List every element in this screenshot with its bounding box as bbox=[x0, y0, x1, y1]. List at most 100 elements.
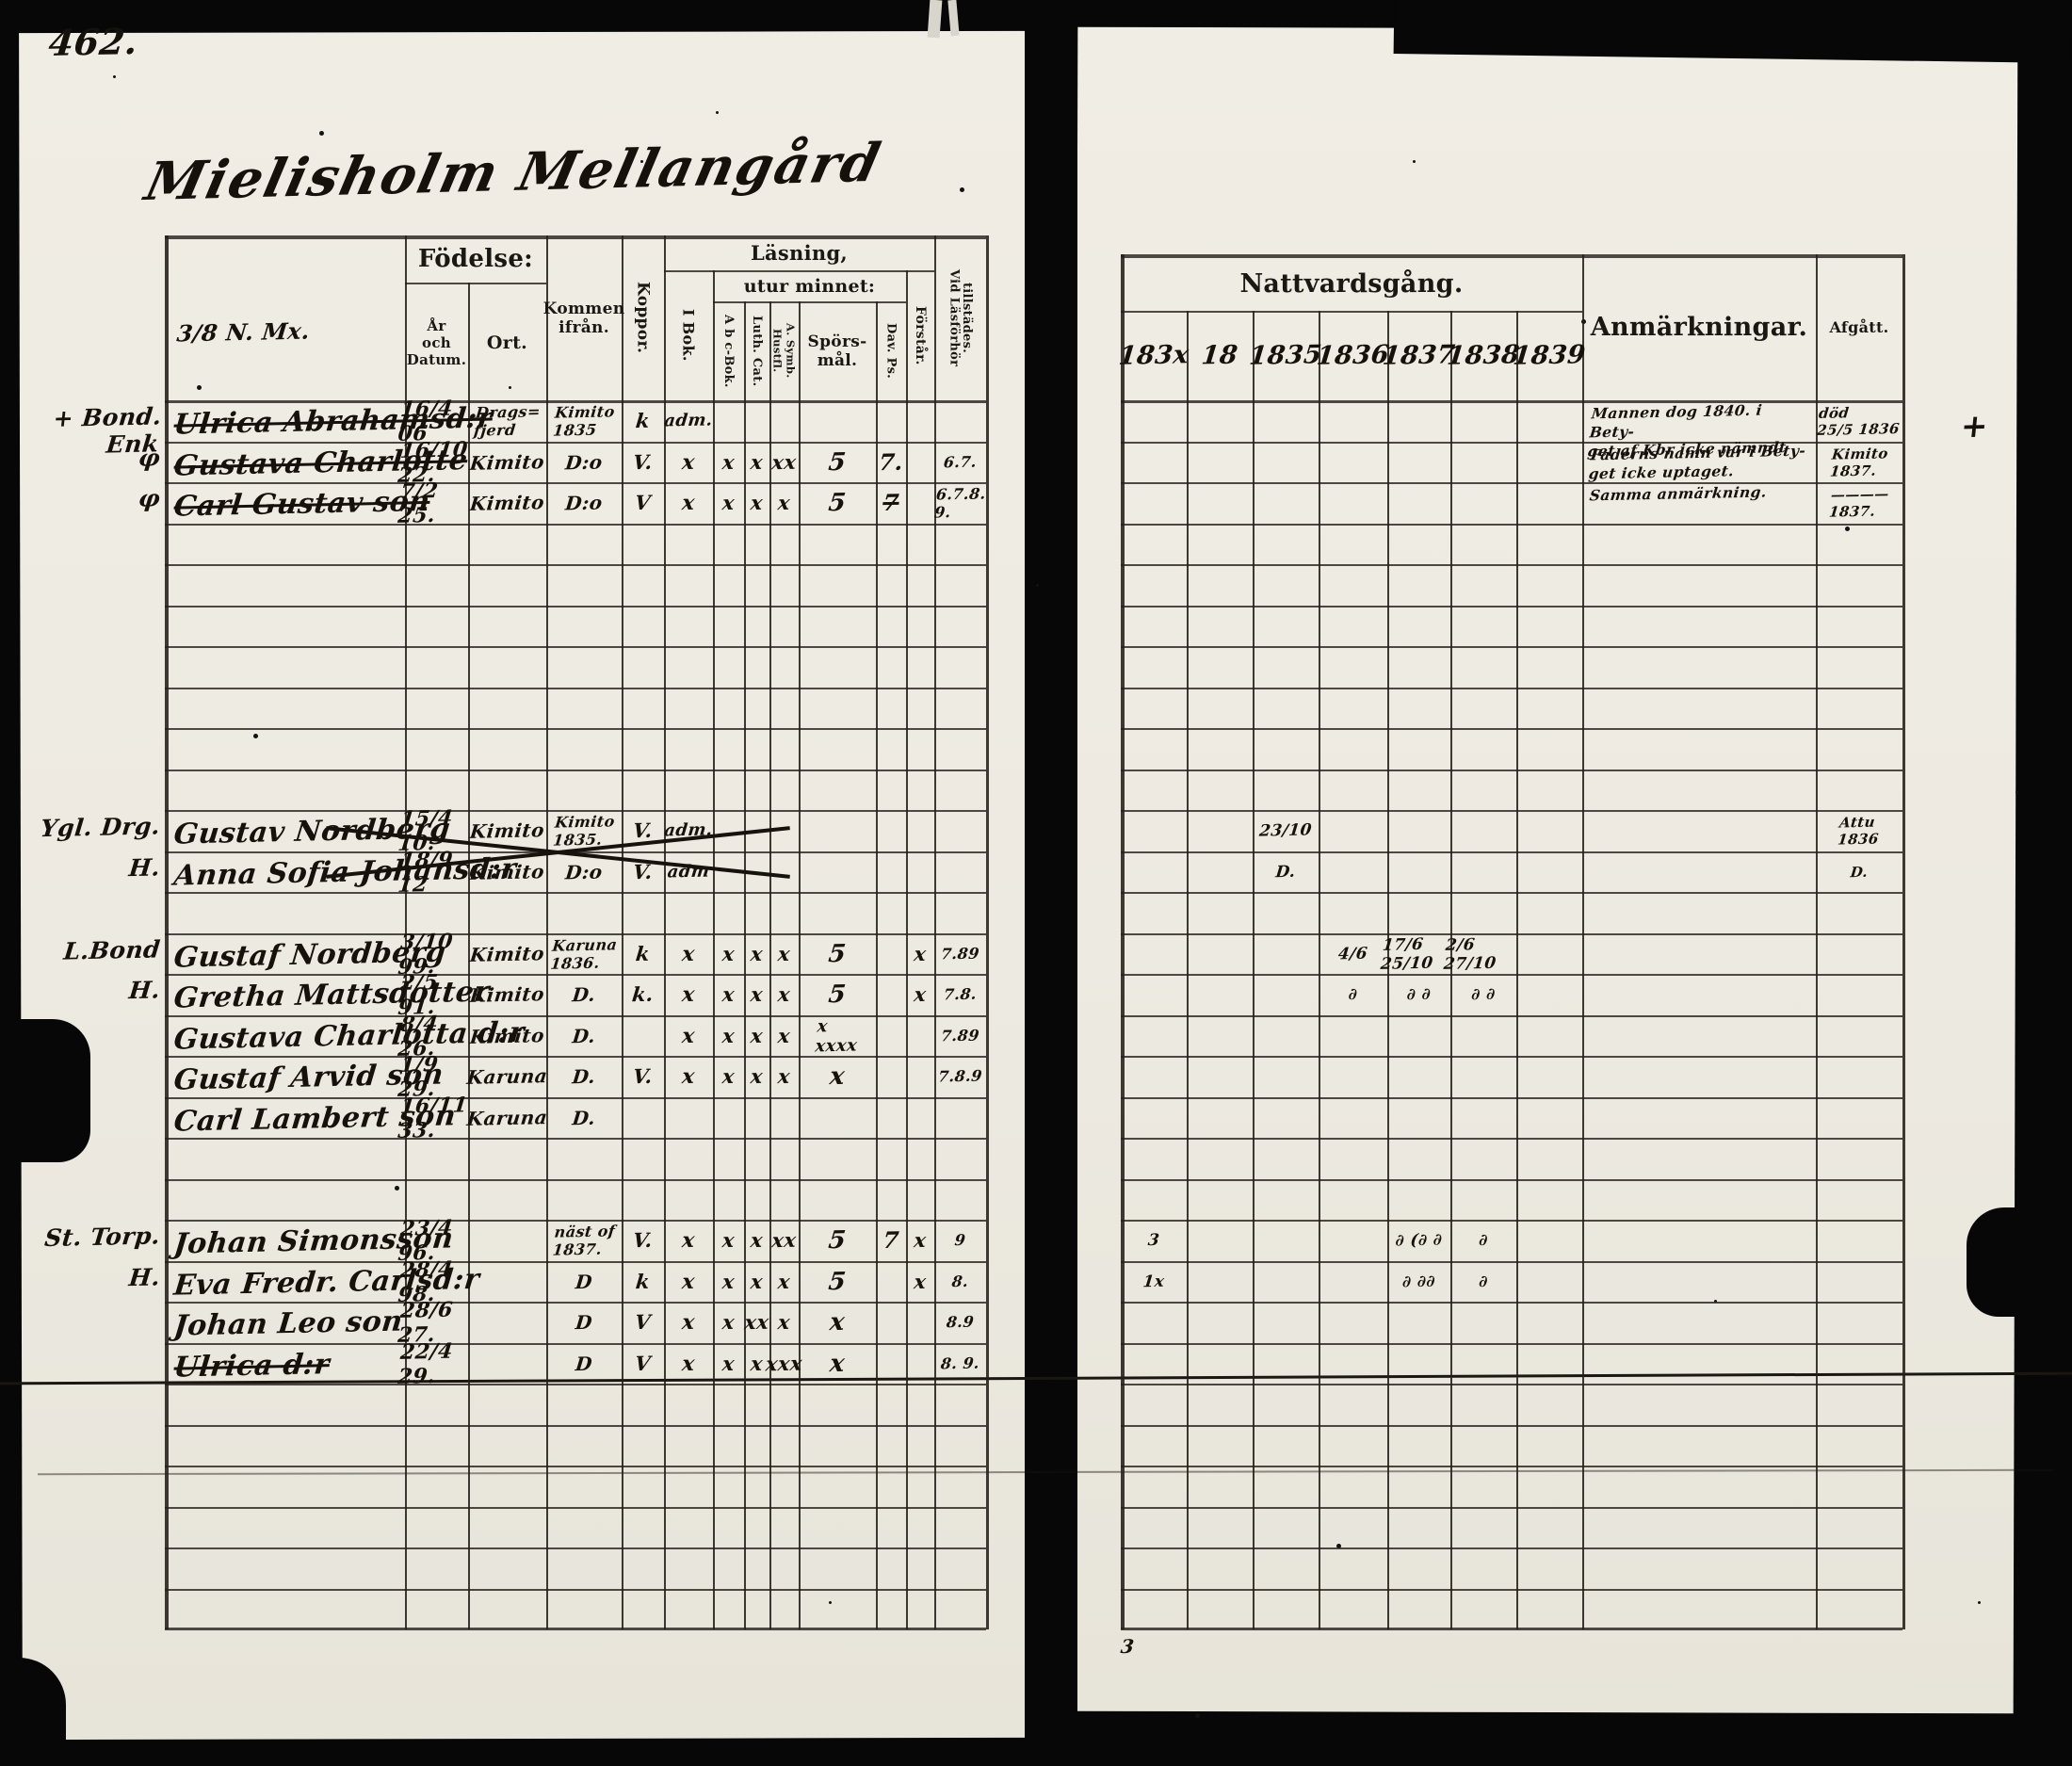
reading-in-book: x bbox=[680, 1269, 697, 1294]
grid-line bbox=[906, 400, 908, 1629]
came-from: D. bbox=[571, 1024, 597, 1048]
came-from: D. bbox=[571, 1064, 597, 1089]
grid-line bbox=[934, 400, 936, 1629]
came-from: D bbox=[574, 1270, 594, 1293]
symb-mark: x bbox=[776, 1310, 792, 1335]
communion-date: ∂ bbox=[1478, 1230, 1489, 1250]
grid-line bbox=[1121, 1507, 1902, 1509]
birth-date: 15/4 10. bbox=[397, 805, 455, 856]
symb-mark: x bbox=[776, 1024, 792, 1048]
grid-line bbox=[1121, 1547, 1902, 1549]
grid-line bbox=[622, 235, 623, 400]
grid-line bbox=[165, 974, 986, 976]
reading-in-book: adm. bbox=[663, 819, 714, 841]
grid-line bbox=[468, 283, 470, 400]
departed-note: Attu 1836 bbox=[1837, 813, 1880, 849]
abc-book-mark: x bbox=[720, 1270, 737, 1294]
grid-line bbox=[165, 770, 986, 771]
grid-line bbox=[1121, 311, 1582, 313]
grid-line bbox=[165, 1179, 986, 1181]
sporsmal-mark: x bbox=[828, 1307, 847, 1337]
communion-date: ∂ bbox=[1478, 1272, 1489, 1291]
grid-line bbox=[1187, 400, 1189, 1629]
grid-line bbox=[1121, 1628, 1902, 1630]
grid-line bbox=[1121, 688, 1902, 689]
reading-in-book: x bbox=[680, 1063, 697, 1089]
grid-line bbox=[1253, 400, 1255, 1629]
departed-note: D. bbox=[1849, 863, 1870, 881]
grid-line bbox=[165, 933, 986, 935]
grid-line bbox=[1121, 1097, 1902, 1099]
grid-line bbox=[546, 400, 548, 1629]
symb-mark: xx bbox=[770, 449, 798, 475]
grid-line bbox=[1121, 728, 1902, 730]
grid-line bbox=[405, 235, 407, 400]
header-forstar: Förstår. bbox=[913, 305, 928, 365]
bookmark-thread bbox=[947, 0, 960, 37]
person-name: Ulrica d:r bbox=[171, 1348, 332, 1385]
person-name: Gustava Charlotta d:r bbox=[171, 1015, 526, 1057]
smallpox-mark: V. bbox=[631, 1228, 655, 1253]
grid-line bbox=[165, 1466, 986, 1467]
grid-line bbox=[664, 400, 666, 1629]
reading-in-book: x bbox=[680, 490, 697, 515]
sporsmal-mark: x bbox=[828, 1061, 847, 1091]
abc-book-mark: x bbox=[720, 491, 737, 515]
person-name: Ulrica Abrahamsd:r bbox=[171, 401, 494, 442]
header-nattvardsgang: Nattvardsgång. bbox=[1239, 268, 1464, 299]
header-lasning: Läsning, bbox=[750, 241, 849, 265]
abc-book-mark: x bbox=[720, 1024, 737, 1048]
grid-line bbox=[769, 301, 771, 400]
reading-in-book: x bbox=[680, 449, 697, 475]
grid-line bbox=[1121, 1384, 1902, 1385]
grid-line bbox=[799, 400, 801, 1629]
exam-attendance: 6.7. bbox=[942, 452, 979, 472]
dav-ps-mark: 7 bbox=[881, 1226, 901, 1255]
exam-attendance: 9 bbox=[953, 1231, 967, 1250]
smallpox-mark: k bbox=[634, 942, 652, 966]
grid-line bbox=[165, 1425, 986, 1427]
grid-line bbox=[1121, 974, 1902, 976]
header-a-symb: A. Symb. Hustfl. bbox=[770, 323, 798, 379]
header-kommen-ifran: Kommen ifrån. bbox=[542, 299, 625, 337]
grid-line bbox=[546, 235, 548, 400]
birth-place: Kimito bbox=[468, 941, 546, 966]
birth-place: Kimito bbox=[468, 981, 546, 1007]
grid-line bbox=[165, 1138, 986, 1140]
communion-date: D. bbox=[1274, 862, 1297, 882]
top-right-edge bbox=[1393, 0, 2072, 64]
person-name: Carl Lambert son bbox=[171, 1099, 458, 1139]
abc-book-mark: x bbox=[720, 1064, 737, 1089]
person-name: Gustava Charlotte bbox=[171, 444, 470, 483]
symb-mark: xx bbox=[770, 1227, 798, 1253]
smallpox-mark: V bbox=[633, 491, 653, 515]
forstar-mark: x bbox=[913, 1270, 928, 1294]
person-name: Gustaf Arvid son bbox=[171, 1058, 445, 1097]
dav-ps-mark: 7. bbox=[877, 447, 905, 477]
exam-attendance: 6.7.8. 9. bbox=[933, 484, 987, 522]
margin-note: φ bbox=[137, 444, 162, 472]
scan-noise bbox=[113, 75, 116, 78]
dav-ps-mark: 7 bbox=[881, 489, 901, 517]
smallpox-mark: V. bbox=[631, 450, 655, 475]
margin-note: St. Torp. bbox=[43, 1222, 162, 1252]
grid-line bbox=[165, 564, 986, 566]
grid-line bbox=[1121, 810, 1902, 812]
reading-in-book: x bbox=[680, 1023, 697, 1048]
grid-line bbox=[165, 810, 986, 812]
grid-line bbox=[1450, 311, 1452, 400]
departed-note: ———— 1837. bbox=[1828, 485, 1890, 521]
birth-date: 16/11 33. bbox=[397, 1093, 469, 1143]
grid-line bbox=[1902, 254, 1905, 1629]
reading-in-book: x bbox=[680, 981, 697, 1007]
grid-line bbox=[165, 1507, 986, 1509]
grid-line bbox=[1253, 311, 1255, 400]
grid-line bbox=[744, 400, 746, 1629]
forstar-mark: x bbox=[913, 982, 928, 1007]
header-year-1836: 1836 bbox=[1315, 340, 1391, 371]
grid-line bbox=[1582, 254, 1584, 1629]
came-from: Karuna 1836. bbox=[549, 935, 619, 973]
grid-line bbox=[1121, 933, 1902, 935]
grid-line bbox=[165, 400, 986, 403]
